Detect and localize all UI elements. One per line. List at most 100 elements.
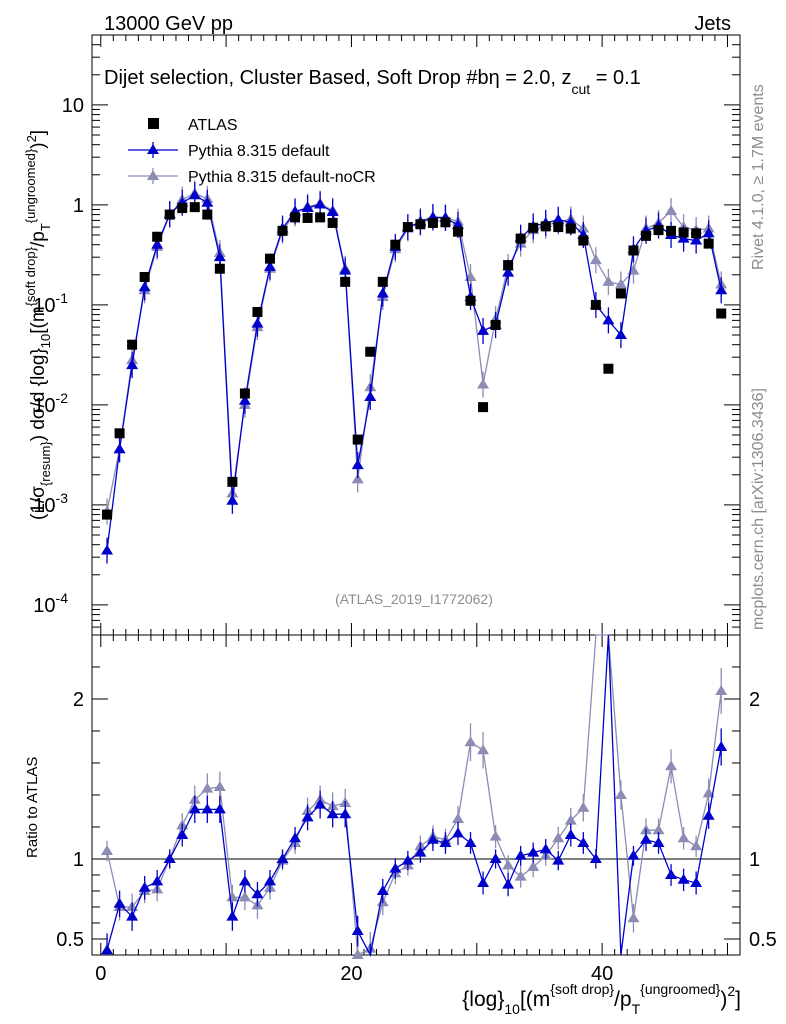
ratio-point (376, 885, 389, 895)
data-point (126, 359, 139, 370)
ratio-tick-label-right: 1 (749, 849, 760, 871)
y-tick-label: 1 (73, 195, 84, 217)
data-point (201, 196, 214, 207)
ratio-point (627, 849, 640, 860)
x-tick-label: 20 (340, 963, 362, 985)
ratio-point (276, 853, 289, 863)
atlas-point (515, 233, 526, 244)
ratio-point (414, 846, 427, 857)
ratio-point (652, 824, 665, 835)
atlas-point (114, 428, 125, 439)
ratio-point (226, 891, 239, 902)
data-point (451, 218, 464, 229)
ratio-point (477, 877, 490, 887)
ratio-point (289, 832, 302, 843)
ratio-point (715, 685, 728, 695)
ratio-point (552, 854, 565, 865)
data-point (364, 390, 377, 401)
ratio-point (451, 813, 464, 823)
data-point (552, 213, 565, 224)
ratio-point (351, 925, 364, 935)
atlas-point (478, 402, 489, 413)
energy-label: 13000 GeV pp (104, 13, 233, 35)
ratio-point (552, 832, 565, 843)
data-point (702, 227, 715, 238)
atlas-point (427, 217, 438, 228)
y-tick-label: 10-4 (33, 590, 68, 617)
data-point (477, 378, 490, 389)
data-point (263, 260, 276, 271)
atlas-point (127, 339, 138, 350)
ratio-point (489, 830, 502, 841)
ratio-point (451, 827, 464, 838)
ratio-point (527, 846, 540, 857)
plot-title-main: Dijet selection, Cluster Based, Soft Dro… (104, 67, 571, 89)
data-point (351, 473, 364, 484)
atlas-point (528, 222, 539, 233)
atlas-point (716, 308, 727, 319)
ratio-point (665, 869, 678, 879)
ratio-point (226, 910, 239, 921)
atlas-point (390, 239, 401, 250)
data-point (602, 275, 615, 286)
atlas-point (490, 319, 501, 330)
ratio-point (426, 833, 439, 844)
ratio-point (652, 837, 665, 847)
atlas-point (603, 363, 614, 374)
plot-title-end: = 0.1 (590, 67, 641, 89)
ratio-point (439, 837, 452, 847)
atlas-point (340, 276, 351, 287)
legend: ATLAS Pythia 8.315 default Pythia 8.315 de… (128, 117, 376, 186)
ratio-point (176, 829, 189, 839)
jets-label: Jets (694, 13, 731, 35)
data-point (238, 394, 251, 405)
atlas-point (640, 230, 651, 241)
ratio-point (101, 944, 114, 955)
atlas-point (402, 222, 413, 233)
atlas-point (590, 299, 601, 310)
data-point (677, 232, 690, 243)
ratio-point (514, 849, 527, 860)
ratio-point (489, 853, 502, 863)
ratio-point (213, 803, 226, 814)
atlas-point (202, 209, 213, 220)
atlas-point (277, 225, 288, 236)
data-point (614, 329, 627, 339)
data-point (326, 205, 339, 216)
data-point (213, 251, 226, 262)
data-point (502, 266, 515, 277)
atlas-point (214, 263, 225, 274)
atlas-point (252, 306, 263, 317)
atlas-point (452, 226, 463, 237)
ratio-point (514, 870, 527, 881)
ratio-point (702, 809, 715, 820)
ratio-point (690, 877, 703, 887)
data-point (690, 234, 703, 245)
data-point (226, 494, 239, 505)
rivet-label: Rivet 4.1.0, ≥ 1.7M events (750, 84, 767, 270)
atlas-point (553, 222, 564, 233)
atlas-point (327, 217, 338, 228)
atlas-point (503, 260, 514, 271)
ratio-point (339, 808, 352, 819)
ratio-line-nocr (106, 634, 722, 957)
plot-title: Dijet selection, Cluster Based, Soft Dro… (104, 67, 641, 97)
data-point (188, 189, 201, 200)
ratio-point (589, 853, 602, 863)
ratio-point (126, 910, 139, 921)
ratio-point (677, 873, 690, 884)
ratio-point (326, 808, 339, 819)
data-point (602, 314, 615, 325)
atlas-point (415, 219, 426, 230)
ratio-point (201, 782, 214, 793)
x-axis-label: {log}10[(m{soft drop}/pT{ungroomed})2] (462, 981, 741, 1017)
atlas-point (227, 476, 238, 487)
atlas-point (615, 288, 626, 299)
ratio-point (464, 736, 477, 747)
plot-title-sub: cut (571, 81, 590, 97)
ratio-point (301, 811, 314, 822)
ratio-point (188, 803, 201, 814)
data-point (251, 317, 264, 328)
legend-marker-triangle (147, 144, 159, 154)
